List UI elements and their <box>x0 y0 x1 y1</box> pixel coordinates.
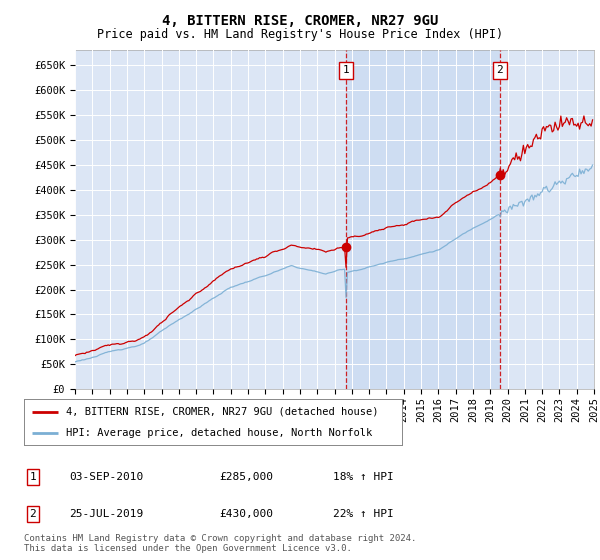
Text: HPI: Average price, detached house, North Norfolk: HPI: Average price, detached house, Nort… <box>65 428 372 438</box>
Text: 1: 1 <box>29 472 37 482</box>
Text: 2: 2 <box>29 509 37 519</box>
Text: 25-JUL-2019: 25-JUL-2019 <box>69 509 143 519</box>
Text: 18% ↑ HPI: 18% ↑ HPI <box>333 472 394 482</box>
Text: £285,000: £285,000 <box>219 472 273 482</box>
Text: 4, BITTERN RISE, CROMER, NR27 9GU (detached house): 4, BITTERN RISE, CROMER, NR27 9GU (detac… <box>65 407 378 417</box>
Text: Contains HM Land Registry data © Crown copyright and database right 2024.
This d: Contains HM Land Registry data © Crown c… <box>24 534 416 553</box>
Text: 4, BITTERN RISE, CROMER, NR27 9GU: 4, BITTERN RISE, CROMER, NR27 9GU <box>162 14 438 28</box>
Text: Price paid vs. HM Land Registry's House Price Index (HPI): Price paid vs. HM Land Registry's House … <box>97 28 503 41</box>
Text: 03-SEP-2010: 03-SEP-2010 <box>69 472 143 482</box>
Text: 22% ↑ HPI: 22% ↑ HPI <box>333 509 394 519</box>
Text: 2: 2 <box>497 66 503 76</box>
Bar <box>346 50 500 389</box>
Text: 1: 1 <box>343 66 349 76</box>
Text: £430,000: £430,000 <box>219 509 273 519</box>
